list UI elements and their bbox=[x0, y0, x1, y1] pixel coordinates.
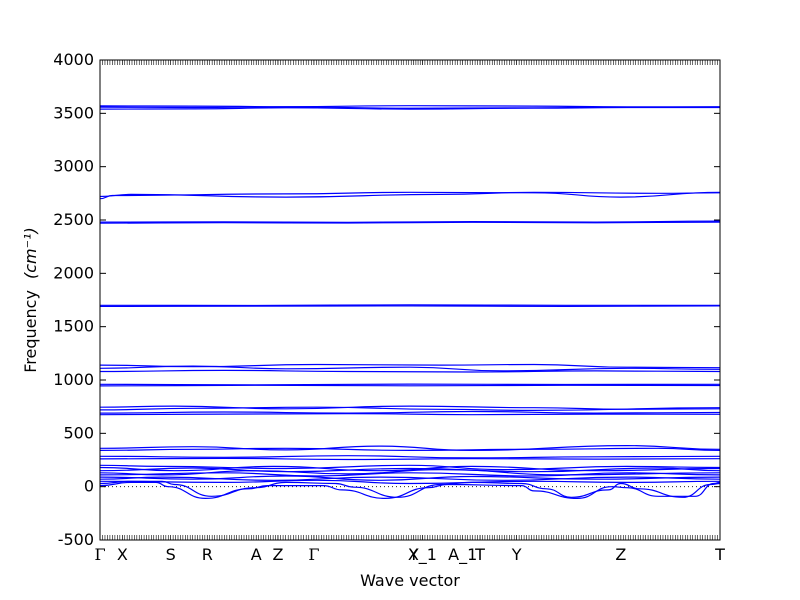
x-tick-label-11: Y bbox=[511, 545, 522, 564]
y-tick-label-5: 2000 bbox=[53, 263, 94, 282]
phonon-branch-8 bbox=[99, 305, 721, 308]
y-axis-label-text: Frequency bbox=[21, 290, 40, 373]
x-tick-label-5: Z bbox=[272, 545, 283, 564]
phonon-branch-6 bbox=[99, 221, 721, 224]
phonon-branch-19 bbox=[99, 447, 721, 452]
phonon-branch-26 bbox=[99, 472, 721, 477]
phonon-branch-23 bbox=[99, 465, 721, 472]
y-tick-label-1: 0 bbox=[84, 477, 94, 496]
y-tick-label-8: 3500 bbox=[53, 103, 94, 122]
x-tick-label-4: A bbox=[251, 545, 262, 564]
phonon-branch-28 bbox=[99, 476, 721, 481]
y-tick-label-3: 1000 bbox=[53, 370, 94, 389]
y-tick-label-9: 4000 bbox=[53, 50, 94, 69]
x-tick-label-3: R bbox=[202, 545, 213, 564]
x-tick-label-9: A_1 bbox=[448, 545, 477, 565]
phonon-branch-2 bbox=[99, 106, 720, 110]
phonon-branch-7 bbox=[99, 304, 720, 307]
phonon-branch-30 bbox=[99, 480, 721, 498]
phonon-branch-13 bbox=[99, 384, 721, 387]
phonon-branch-17 bbox=[99, 412, 721, 416]
phonon-branch-5 bbox=[99, 220, 721, 223]
phonon-branch-3 bbox=[99, 191, 721, 200]
x-tick-label-8: X_1 bbox=[408, 545, 437, 565]
x-tick-label-6: Γ bbox=[308, 545, 319, 564]
x-tick-label-7: Y bbox=[408, 545, 419, 564]
phonon-branch-22 bbox=[99, 464, 721, 471]
phonon-branch-21 bbox=[99, 457, 721, 461]
y-axis-label-unit: (cm⁻¹) bbox=[21, 227, 40, 279]
x-tick-label-1: X bbox=[117, 545, 128, 564]
y-axis-label: Frequency (cm⁻¹) bbox=[21, 227, 40, 372]
x-tick-label-13: T bbox=[714, 545, 725, 564]
phonon-branch-4 bbox=[99, 191, 721, 198]
x-tick-label-0: Γ bbox=[94, 545, 105, 564]
y-axis-label-group: Frequency (cm⁻¹) bbox=[21, 227, 40, 372]
y-tick-label-6: 2500 bbox=[53, 210, 94, 229]
phonon-branch-16 bbox=[99, 410, 721, 414]
phonon-branch-20 bbox=[99, 455, 721, 459]
phonon-branch-12 bbox=[99, 383, 721, 386]
y-tick-label-4: 1500 bbox=[53, 317, 94, 336]
y-tick-label-7: 3000 bbox=[53, 157, 94, 176]
y-axis-ticks: -500 0 500 1000 1500 2000 2500 3000 3500 4000 bbox=[53, 50, 720, 549]
x-tick-label-10: T bbox=[474, 545, 485, 564]
series-layer bbox=[99, 105, 721, 500]
x-tick-label-2: S bbox=[166, 545, 176, 564]
x-axis-label: Wave vector bbox=[360, 571, 460, 590]
phonon-branch-29 bbox=[99, 479, 721, 485]
y-tick-label-0: -500 bbox=[58, 530, 94, 549]
phonon-branch-11 bbox=[99, 369, 721, 373]
phonon-branch-15 bbox=[99, 406, 721, 412]
phonon-branch-31 bbox=[99, 481, 721, 500]
plot-frame bbox=[99, 59, 721, 541]
x-axis-ticks: Γ X S R A Z Γ YX_1 A_1T Y Z T bbox=[94, 60, 725, 565]
phonon-branch-27 bbox=[99, 475, 721, 481]
x-tick-label-12: Z bbox=[615, 545, 626, 564]
phonon-branch-10 bbox=[99, 365, 721, 372]
phonon-branch-24 bbox=[99, 467, 721, 473]
y-tick-label-2: 500 bbox=[63, 423, 94, 442]
phonon-branch-18 bbox=[99, 444, 721, 452]
